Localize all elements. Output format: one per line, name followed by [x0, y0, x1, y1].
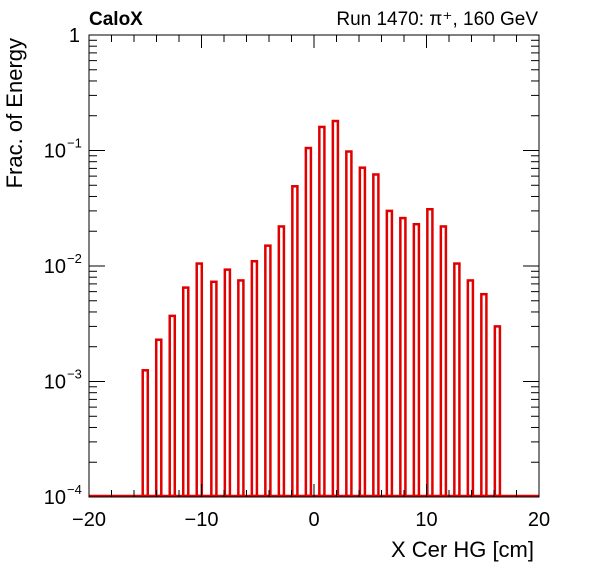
x-axis-ticks: −20 −10 0 10 20	[72, 35, 550, 531]
bar	[480, 292, 488, 498]
bar	[426, 207, 434, 498]
chart-title-left: CaloX	[89, 9, 143, 30]
x-tick-label: 10	[415, 509, 437, 531]
bar	[195, 262, 204, 498]
bar	[168, 314, 177, 498]
chart-title-right: Run 1470: π⁺, 160 GeV	[336, 9, 538, 30]
x-tick-label: 0	[308, 509, 319, 531]
bar	[439, 225, 448, 498]
y-tick-label: 1	[69, 25, 80, 47]
bar	[453, 262, 461, 498]
y-tick-label: 10	[44, 141, 66, 163]
bar	[385, 209, 394, 498]
bar	[399, 216, 407, 498]
y-tick-exponent: −1	[67, 136, 82, 151]
bar	[372, 173, 380, 498]
bar	[250, 259, 259, 498]
bar	[237, 279, 245, 498]
x-tick-label: 20	[528, 509, 550, 531]
bar	[345, 150, 353, 498]
bar	[223, 268, 232, 498]
bar	[493, 325, 502, 498]
bar	[466, 279, 475, 498]
bar	[358, 166, 367, 498]
y-tick-label: 10	[44, 487, 66, 509]
y-axis-label: Frac. of Energy	[2, 38, 27, 188]
bar	[277, 225, 286, 498]
y-tick-exponent: −3	[67, 367, 82, 382]
y-tick-exponent: −2	[67, 251, 82, 266]
bar	[154, 338, 163, 498]
bar	[141, 369, 150, 498]
bar	[304, 146, 313, 498]
bar	[291, 185, 299, 498]
bar	[181, 286, 190, 498]
bar	[412, 222, 421, 498]
bar	[318, 125, 326, 498]
y-tick-label: 10	[44, 256, 66, 278]
x-axis-label: X Cer HG [cm]	[391, 537, 534, 562]
bar	[264, 244, 272, 498]
bar	[331, 119, 340, 498]
y-tick-label: 10	[44, 372, 66, 394]
x-tick-label: −20	[72, 509, 106, 531]
y-tick-exponent: −4	[67, 482, 82, 497]
x-tick-label: −10	[185, 509, 219, 531]
bar	[210, 280, 218, 498]
bar-series	[141, 119, 502, 498]
y-axis-ticks: 10 −410 −310 −210 −11	[44, 25, 539, 509]
